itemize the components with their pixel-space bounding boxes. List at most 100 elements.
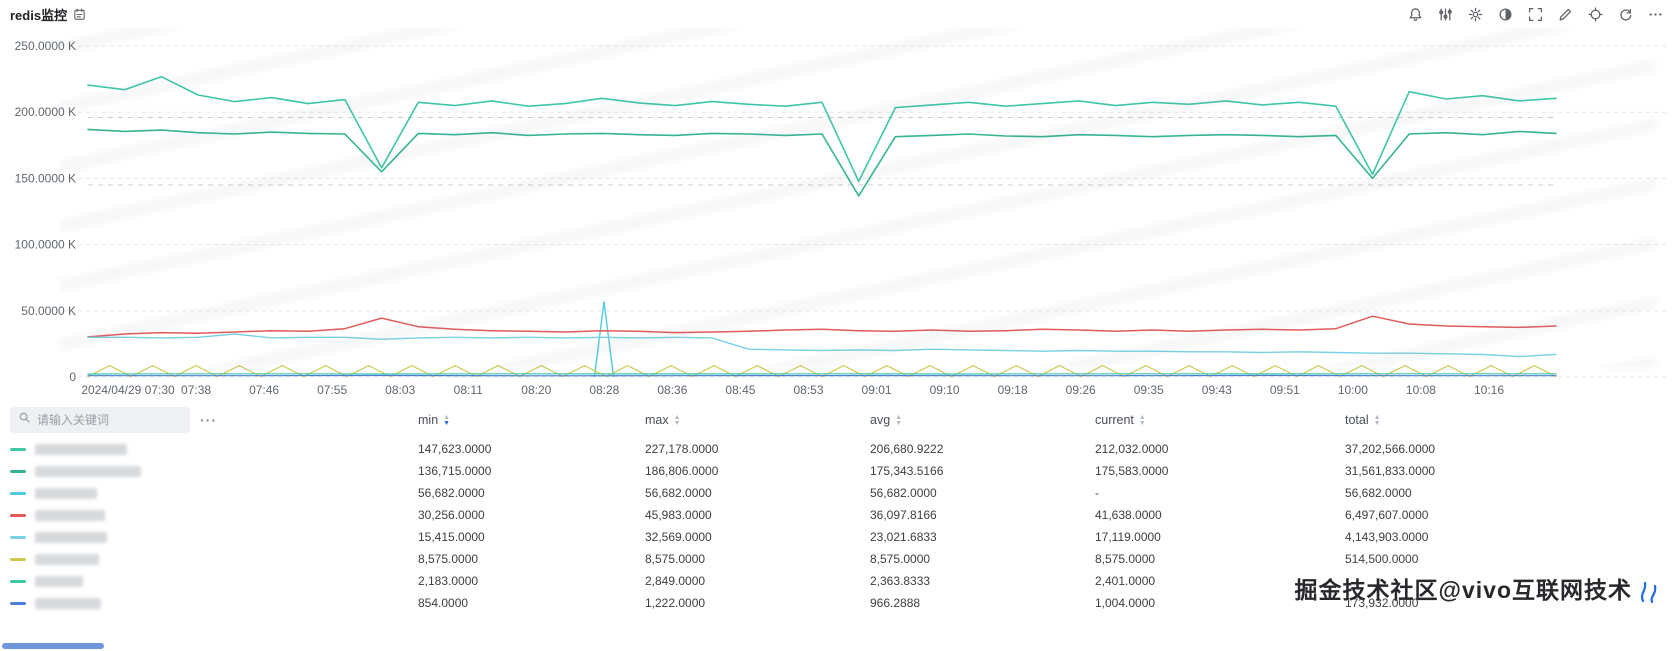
series-legend[interactable] — [0, 553, 418, 565]
cell-total: 31,561,833.0000 — [1345, 464, 1436, 478]
table-row[interactable]: 136,715.0000 186,806.0000 175,343.5166 1… — [0, 460, 1676, 482]
cell-min: 30,256.0000 — [418, 508, 485, 522]
memo-icon[interactable] — [73, 8, 86, 21]
series-1-line — [87, 75, 1557, 183]
x-axis-tick: 07:46 — [249, 383, 279, 397]
sort-asc-icon[interactable]: ▲ — [1138, 413, 1146, 421]
series-2-line — [87, 128, 1557, 197]
table-row[interactable]: 30,256.0000 45,983.0000 36,097.8166 41,6… — [0, 504, 1676, 526]
cell-total: 4,143,903.0000 — [1345, 530, 1429, 544]
cell-current: 41,638.0000 — [1095, 508, 1162, 522]
series-legend[interactable] — [0, 443, 418, 455]
cell-avg: 2,363.8333 — [870, 574, 931, 588]
series-name-redacted — [35, 443, 127, 455]
column-header-current[interactable]: current ▲ ▼ — [1095, 413, 1345, 427]
columns-icon[interactable] — [1437, 6, 1454, 23]
column-label: max — [645, 413, 669, 427]
sort-carets-icon[interactable]: ▲ ▼ — [673, 413, 681, 427]
cell-total: 37,202,566.0000 — [1345, 442, 1436, 456]
horizontal-scrollbar-thumb[interactable] — [2, 643, 104, 649]
brand-text: 掘金技术社区@vivo互联网技术 — [1294, 577, 1632, 603]
y-axis-tick: 50.0000 K — [21, 304, 76, 318]
series-legend[interactable] — [0, 509, 418, 521]
sort-carets-icon[interactable]: ▲ ▼ — [443, 413, 451, 427]
series-legend[interactable] — [0, 465, 418, 477]
cell-avg: 56,682.0000 — [870, 486, 937, 500]
sort-carets-icon[interactable]: ▲ ▼ — [1138, 413, 1146, 427]
sort-desc-icon[interactable]: ▼ — [673, 419, 681, 427]
chart-area[interactable]: 250.0000 K 200.0000 K 150.0000 K 100.0000 K… — [0, 28, 1676, 402]
sort-carets-icon[interactable]: ▲ ▼ — [1373, 413, 1381, 427]
series-color-swatch — [10, 601, 26, 605]
table-row[interactable]: 147,623.0000 227,178.0000 206,680.9222 2… — [0, 438, 1676, 460]
x-axis-tick: 08:36 — [657, 383, 687, 397]
series-name-redacted — [35, 575, 83, 587]
line-chart[interactable]: 250.0000 K 200.0000 K 150.0000 K 100.0000 K… — [0, 28, 1676, 402]
x-axis-tick: 09:51 — [1270, 383, 1300, 397]
search-input[interactable] — [37, 413, 167, 427]
bell-icon[interactable] — [1407, 6, 1424, 23]
page-title: redis监控 — [10, 7, 68, 23]
series-name-redacted — [35, 465, 141, 477]
table-row[interactable]: 15,415.0000 32,569.0000 23,021.6833 17,1… — [0, 526, 1676, 548]
series-name-redacted — [35, 487, 97, 499]
x-axis-tick: 09:35 — [1134, 383, 1164, 397]
series-6-line — [87, 365, 1557, 378]
column-header-avg[interactable]: avg ▲ ▼ — [870, 413, 1095, 427]
series-4-line — [87, 315, 1557, 338]
x-axis-tick: 08:45 — [725, 383, 755, 397]
contrast-icon[interactable] — [1497, 6, 1514, 23]
cell-min: 854.0000 — [418, 596, 469, 610]
cell-min: 15,415.0000 — [418, 530, 485, 544]
cell-total: 6,497,607.0000 — [1345, 508, 1429, 522]
x-axis-tick: 10:08 — [1406, 383, 1436, 397]
sort-asc-icon[interactable]: ▲ — [443, 413, 451, 421]
column-header-total[interactable]: total ▲ ▼ — [1345, 413, 1676, 427]
series-legend[interactable] — [0, 575, 418, 587]
sort-desc-icon[interactable]: ▼ — [1138, 419, 1146, 427]
y-axis-tick: 150.0000 K — [15, 171, 76, 185]
column-label: current — [1095, 413, 1134, 427]
refresh-icon[interactable] — [1617, 6, 1634, 23]
column-header-min[interactable]: min ▲ ▼ — [418, 413, 645, 427]
sort-desc-icon[interactable]: ▼ — [443, 419, 451, 427]
series-legend[interactable] — [0, 597, 418, 609]
cell-avg: 36,097.8166 — [870, 508, 937, 522]
edit-icon[interactable] — [1557, 6, 1574, 23]
series-color-swatch — [10, 579, 26, 583]
crosshair-icon[interactable] — [1587, 6, 1604, 23]
cell-max: 1,222.0000 — [645, 596, 706, 610]
fullscreen-icon[interactable] — [1527, 6, 1544, 23]
series-legend[interactable] — [0, 487, 418, 499]
cell-current: 175,583.0000 — [1095, 464, 1169, 478]
settings-icon[interactable] — [1467, 6, 1484, 23]
cell-avg: 206,680.9222 — [870, 442, 944, 456]
more-icon[interactable] — [1647, 6, 1664, 23]
sort-desc-icon[interactable]: ▼ — [1373, 419, 1381, 427]
more-options-button[interactable]: ··· — [200, 412, 217, 428]
series-color-swatch — [10, 513, 26, 517]
x-axis-tick: 08:11 — [454, 383, 483, 397]
x-axis-tick: 10:00 — [1338, 383, 1368, 397]
sort-desc-icon[interactable]: ▼ — [895, 419, 903, 427]
table-row[interactable]: 56,682.0000 56,682.0000 56,682.0000 - 56… — [0, 482, 1676, 504]
x-axis-tick: 09:10 — [930, 383, 960, 397]
sort-asc-icon[interactable]: ▲ — [895, 413, 903, 421]
cell-current: - — [1095, 486, 1099, 500]
series-color-swatch — [10, 557, 26, 561]
sort-carets-icon[interactable]: ▲ ▼ — [895, 413, 903, 427]
doodle-icon — [1636, 575, 1662, 605]
cell-total: 514,500.0000 — [1345, 552, 1419, 566]
column-header-max[interactable]: max ▲ ▼ — [645, 413, 870, 427]
sort-asc-icon[interactable]: ▲ — [673, 413, 681, 421]
series-color-swatch — [10, 535, 26, 539]
cell-min: 56,682.0000 — [418, 486, 485, 500]
cell-max: 186,806.0000 — [645, 464, 719, 478]
cell-avg: 966.2888 — [870, 596, 921, 610]
series-legend[interactable] — [0, 531, 418, 543]
search-box[interactable] — [10, 407, 190, 433]
sort-asc-icon[interactable]: ▲ — [1373, 413, 1381, 421]
table-row[interactable]: 854.0000 1,222.0000 966.2888 1,004.0000 … — [0, 592, 1676, 614]
table-row[interactable]: 8,575.0000 8,575.0000 8,575.0000 8,575.0… — [0, 548, 1676, 570]
table-row[interactable]: 2,183.0000 2,849.0000 2,363.8333 2,401.0… — [0, 570, 1676, 592]
